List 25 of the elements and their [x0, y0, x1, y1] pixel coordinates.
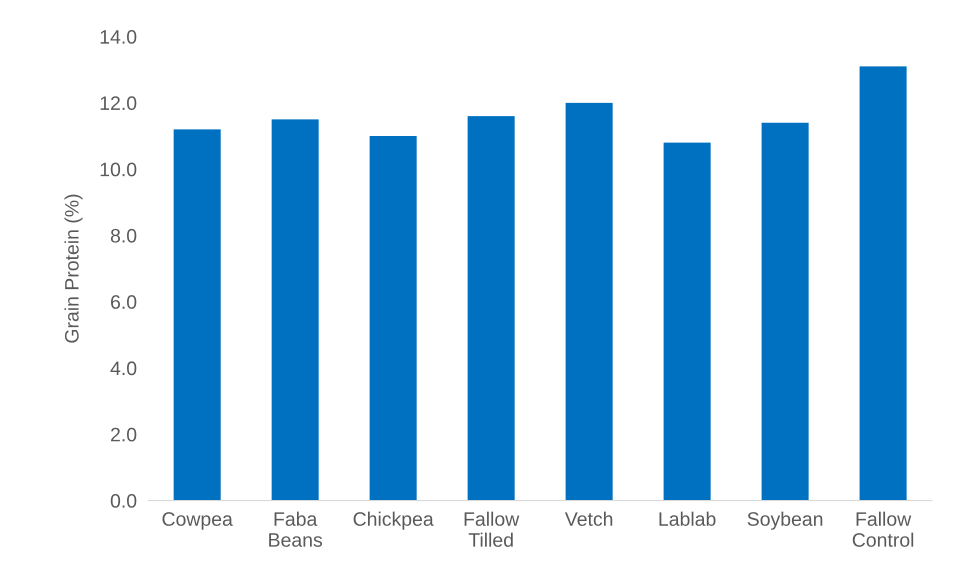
bar: [174, 129, 221, 501]
bar: [566, 102, 613, 501]
x-tick-label: Fallow Tilled: [464, 512, 520, 547]
x-tick-label: Chickpea: [354, 512, 434, 530]
y-tick-label: 0.0: [110, 494, 136, 508]
bar: [468, 116, 515, 501]
y-tick-label: 10.0: [100, 162, 136, 176]
bar: [370, 136, 417, 501]
x-tick-label: Fallow Control: [852, 512, 914, 547]
y-tick-label: 4.0: [110, 361, 136, 376]
bar: [664, 142, 711, 501]
y-tick-label: 2.0: [111, 428, 136, 442]
y-tick-label: 6.0: [111, 295, 136, 309]
x-tick-label: Faba Beans: [269, 512, 322, 547]
x-tick-label: Cowpea: [162, 512, 233, 530]
y-tick-label: 14.0: [100, 30, 136, 44]
y-tick-label: 8.0: [110, 228, 136, 243]
x-tick-label: Soybean: [748, 512, 822, 530]
y-axis-title: Grain Protein (%): [64, 194, 83, 343]
bar: [272, 119, 319, 501]
x-tick-label: Vetch: [564, 512, 612, 526]
bar: [762, 122, 809, 501]
bar: [860, 66, 907, 501]
x-tick-label: Lablab: [660, 512, 716, 526]
y-tick-label: 12.0: [100, 96, 136, 110]
